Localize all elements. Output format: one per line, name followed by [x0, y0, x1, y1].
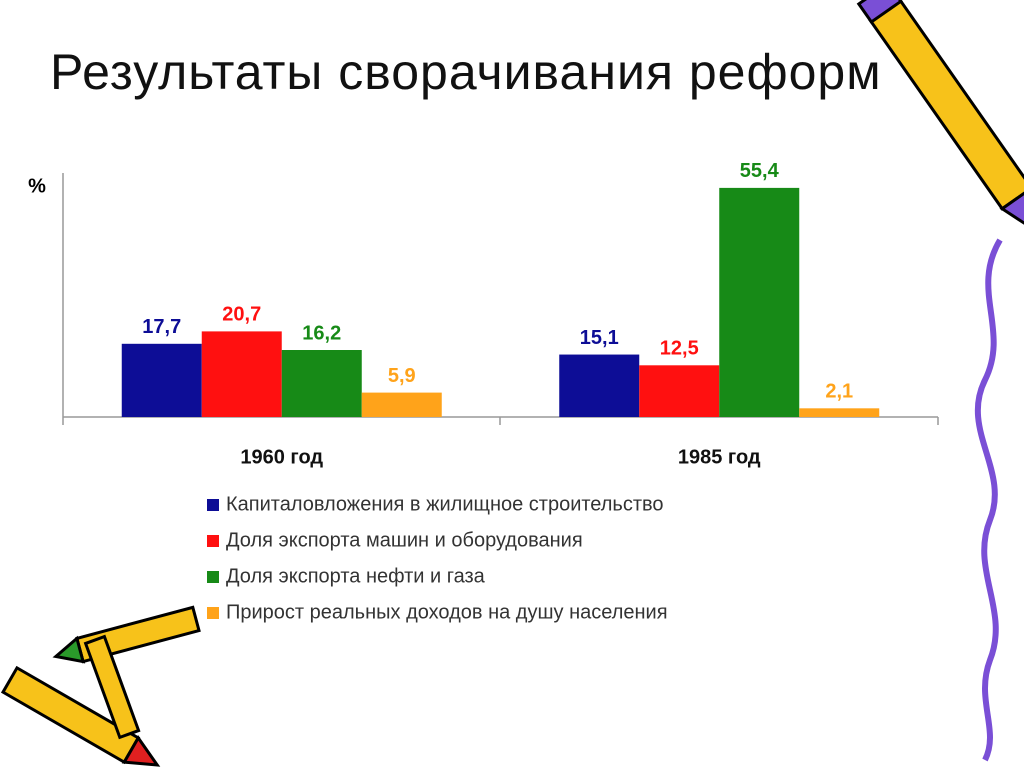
legend-label: Доля экспорта нефти и газа: [226, 565, 486, 587]
y-axis-label: %: [28, 175, 46, 197]
legend-label: Капиталовложения в жилищное строительств…: [226, 493, 664, 515]
value-label: 20,7: [222, 304, 261, 326]
bar: [799, 408, 880, 417]
value-label: 55,4: [740, 160, 780, 182]
value-label: 12,5: [660, 338, 699, 360]
x-tick-label: 1985 год: [678, 446, 761, 468]
value-label: 2,1: [825, 381, 853, 403]
bar: [281, 350, 362, 417]
legend-swatch: [207, 499, 219, 511]
bar: [639, 365, 720, 417]
bar: [201, 331, 282, 417]
bar: [719, 187, 800, 417]
value-label: 15,1: [580, 327, 619, 349]
legend-label: Прирост реальных доходов на душу населен…: [226, 601, 668, 623]
value-label: 16,2: [302, 322, 341, 344]
legend-swatch: [207, 535, 219, 547]
bar: [361, 392, 442, 417]
legend-swatch: [207, 607, 219, 619]
legend-label: Доля экспорта машин и оборудования: [226, 529, 583, 551]
x-tick-label: 1960 год: [240, 446, 323, 468]
value-label: 17,7: [142, 316, 181, 338]
value-label: 5,9: [388, 365, 416, 387]
legend-swatch: [207, 571, 219, 583]
bar: [559, 354, 640, 417]
slide-title: Результаты сворачивания реформ: [50, 44, 882, 100]
bar: [121, 343, 202, 417]
